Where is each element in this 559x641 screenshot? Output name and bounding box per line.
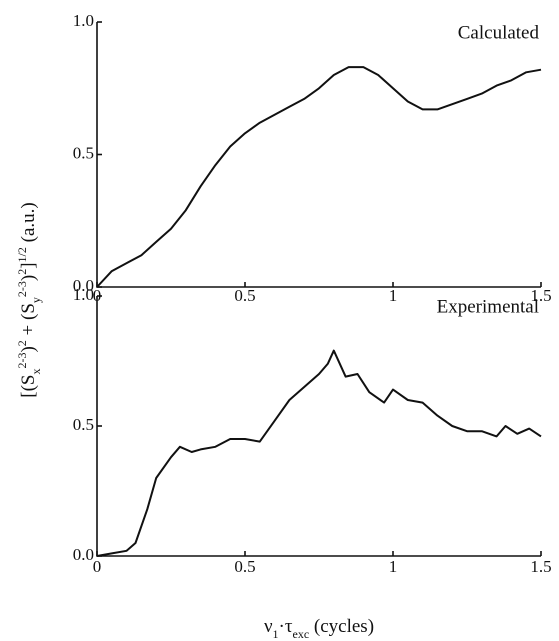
x-tick-label: 1	[389, 557, 398, 576]
y-axis-label-part: [(S	[18, 375, 39, 398]
x-axis-label-part: 1	[273, 627, 279, 641]
x-tick-label: 1.5	[530, 286, 551, 305]
y-axis-label-part: 2	[15, 269, 29, 275]
y-tick-label: 0.0	[73, 545, 94, 564]
x-axis-label-part: ν	[264, 616, 273, 637]
x-axis-label-part: ·τ	[279, 616, 293, 637]
x-tick-label: 0.5	[234, 557, 255, 576]
y-axis-label-part: 1/2	[15, 247, 29, 262]
x-tick-label: 0	[93, 557, 102, 576]
y-axis-label-part: )	[18, 275, 39, 281]
y-axis-label-part: + (S	[18, 303, 39, 340]
y-axis-label-part: 2	[15, 340, 29, 346]
x-axis-label-part: exc	[293, 627, 310, 641]
axes	[96, 296, 541, 557]
axes	[96, 22, 541, 288]
y-axis-label: [(Sx2-3)2 + (Sy2-3)2]1/2 (a.u.)	[15, 202, 43, 398]
y-tick-label: 1.0	[73, 11, 94, 30]
y-axis-label-part: 2-3	[15, 353, 29, 369]
y-axis-label-part: )	[18, 346, 39, 352]
data-line	[96, 349, 542, 557]
y-tick-label: 0.5	[73, 415, 94, 434]
y-tick-label: 0.5	[73, 143, 94, 162]
x-tick-label: 0.5	[234, 286, 255, 305]
panel-title: Experimental	[437, 296, 539, 317]
x-tick-label: 1.5	[530, 557, 551, 576]
x-tick-label: 1	[389, 286, 398, 305]
y-tick-label: 0.0	[73, 276, 94, 295]
y-axis-label-part: 2-3	[15, 281, 29, 297]
y-axis-label-part: y	[29, 297, 43, 303]
y-axis-label-part: (a.u.)	[18, 202, 39, 247]
panel-title: Calculated	[458, 22, 540, 43]
x-axis-label-part: (cycles)	[309, 616, 374, 637]
data-line	[96, 66, 542, 288]
y-tick-label: 1.0	[73, 285, 94, 304]
y-axis-label-part: x	[29, 369, 43, 375]
x-axis-label: ν1·τexc (cycles)	[264, 616, 374, 640]
y-axis-label-part: ]	[18, 262, 39, 268]
